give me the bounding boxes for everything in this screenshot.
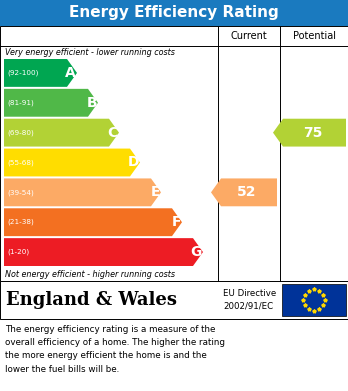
Polygon shape bbox=[4, 238, 203, 266]
Polygon shape bbox=[4, 89, 98, 117]
Polygon shape bbox=[4, 149, 140, 176]
Bar bbox=[0, 0, 348, 26]
Text: A: A bbox=[65, 66, 76, 80]
Text: (21-38): (21-38) bbox=[7, 219, 34, 226]
Bar bbox=[0, 319, 348, 391]
Bar bbox=[282, 284, 346, 316]
Text: EU Directive
2002/91/EC: EU Directive 2002/91/EC bbox=[223, 289, 276, 311]
Text: (69-80): (69-80) bbox=[7, 129, 34, 136]
Text: E: E bbox=[150, 185, 160, 199]
Text: (81-91): (81-91) bbox=[7, 100, 34, 106]
Polygon shape bbox=[4, 208, 182, 236]
Text: F: F bbox=[172, 215, 181, 229]
Polygon shape bbox=[211, 178, 277, 206]
Text: (55-68): (55-68) bbox=[7, 159, 34, 166]
Text: Energy Efficiency Rating: Energy Efficiency Rating bbox=[69, 5, 279, 20]
Polygon shape bbox=[273, 119, 346, 147]
Polygon shape bbox=[4, 178, 161, 206]
Text: C: C bbox=[108, 126, 118, 140]
Text: The energy efficiency rating is a measure of the
overall efficiency of a home. T: The energy efficiency rating is a measur… bbox=[5, 325, 225, 373]
Text: 75: 75 bbox=[303, 126, 322, 140]
Polygon shape bbox=[4, 119, 119, 147]
Text: (1-20): (1-20) bbox=[7, 249, 29, 255]
Text: 52: 52 bbox=[237, 185, 257, 199]
Text: Not energy efficient - higher running costs: Not energy efficient - higher running co… bbox=[5, 270, 175, 279]
Text: (39-54): (39-54) bbox=[7, 189, 34, 196]
Bar bbox=[0, 281, 348, 319]
Text: (92-100): (92-100) bbox=[7, 70, 38, 76]
Text: Potential: Potential bbox=[293, 31, 335, 41]
Text: England & Wales: England & Wales bbox=[6, 291, 177, 309]
Text: D: D bbox=[127, 156, 139, 170]
Text: Current: Current bbox=[231, 31, 267, 41]
Text: G: G bbox=[191, 245, 202, 259]
Bar bbox=[0, 26, 348, 281]
Text: B: B bbox=[86, 96, 97, 110]
Polygon shape bbox=[4, 59, 77, 87]
Text: Very energy efficient - lower running costs: Very energy efficient - lower running co… bbox=[5, 48, 175, 57]
